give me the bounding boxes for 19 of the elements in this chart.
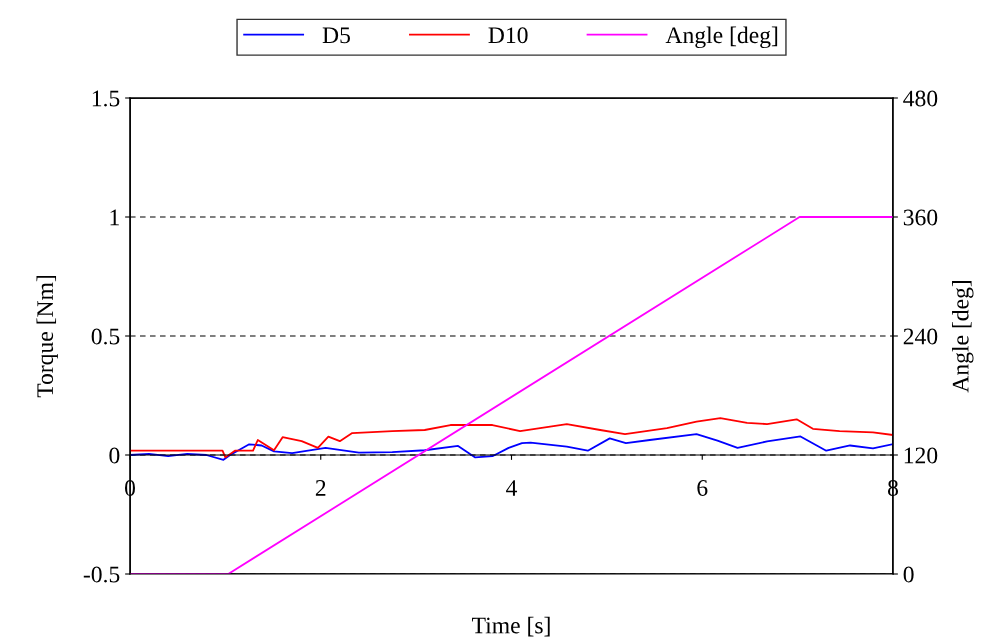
y-tick-label: 0: [109, 447, 120, 464]
x-tick-label: 6: [697, 480, 708, 496]
legend-label: Angle [deg]: [665, 26, 778, 49]
legend-label: D5: [322, 27, 350, 44]
y2-tick-label: 480: [903, 90, 938, 107]
x-tick-label: 4: [506, 480, 518, 496]
y-tick-label: 0.5: [91, 328, 120, 345]
y-tick-label: -0.5: [83, 566, 120, 583]
y2-axis-title: Angle [deg]: [952, 281, 974, 393]
x-axis-title: Time [s]: [472, 616, 550, 637]
y-tick-label: 1.5: [92, 90, 120, 107]
y2-tick-label: 360: [903, 209, 938, 226]
legend-label: D10: [488, 27, 528, 44]
y2-tick-label: 240: [903, 328, 938, 345]
y2-tick-label: 120: [904, 447, 938, 464]
y-axis-title: Torque [Nm]: [36, 275, 58, 398]
x-tick-label: 2: [315, 480, 326, 496]
y2-tick-label: 0: [903, 566, 914, 583]
y-tick-label: 1: [110, 209, 119, 226]
